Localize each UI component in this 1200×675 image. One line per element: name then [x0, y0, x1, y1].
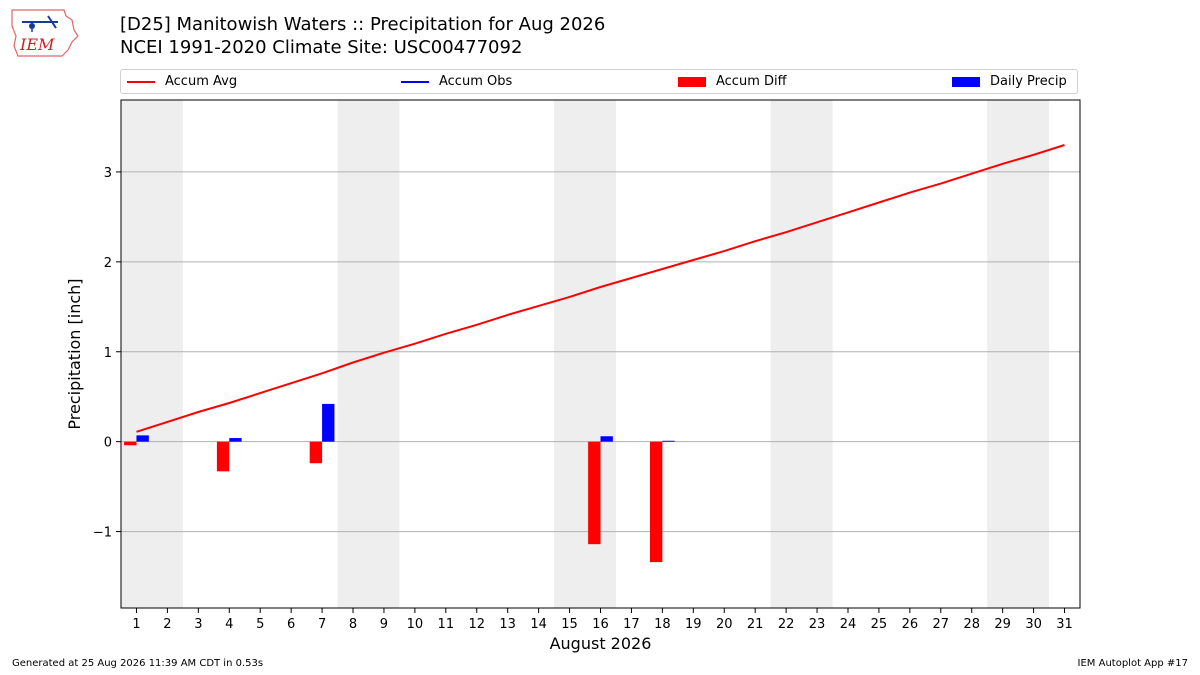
x-tick-label-31: 31	[1056, 617, 1073, 632]
accum-diff-bar-day-16	[588, 441, 601, 545]
legend-label-daily-precip: Daily Precip	[990, 74, 1067, 89]
accum-diff-bar-day-7	[309, 441, 323, 464]
weekend-band-1	[337, 100, 400, 608]
y-axis-label: Precipitation [inch]	[65, 278, 84, 429]
weekend-band-2	[554, 100, 616, 608]
legend-item-accum-diff: Accum Diff	[678, 70, 787, 93]
x-tick-label-1: 1	[132, 617, 140, 632]
y-tick-label-1: 1	[104, 346, 112, 361]
x-tick-label-18: 18	[654, 617, 671, 632]
x-tick-label-17: 17	[623, 617, 640, 632]
x-axis-label: August 2026	[550, 634, 652, 653]
x-tick-label-20: 20	[716, 617, 733, 632]
x-tick-label-7: 7	[318, 617, 326, 632]
daily-precip-bar-day-1	[136, 435, 149, 442]
x-tick-label-28: 28	[963, 617, 980, 632]
legend-item-daily-precip: Daily Precip	[952, 70, 1067, 93]
y-tick-label-0: 0	[104, 436, 112, 451]
chart-title: [D25] Manitowish Waters :: Precipitation…	[120, 13, 605, 59]
x-tick-label-11: 11	[438, 617, 455, 632]
x-tick-label-9: 9	[380, 617, 388, 632]
accum-diff-bar-day-1	[124, 441, 137, 446]
daily-precip-bar-day-18	[662, 440, 675, 442]
x-tick-label-12: 12	[468, 617, 485, 632]
x-tick-label-29: 29	[994, 617, 1011, 632]
daily-precip-bar-day-16	[600, 436, 613, 442]
x-tick-label-2: 2	[163, 617, 171, 632]
x-tick-label-13: 13	[499, 617, 516, 632]
legend-swatch-accum-obs	[401, 80, 429, 83]
y-tick-label--1: −1	[93, 526, 112, 541]
x-tick-label-10: 10	[407, 617, 424, 632]
x-tick-label-25: 25	[871, 617, 888, 632]
x-tick-label-26: 26	[902, 617, 919, 632]
legend-label-accum-obs: Accum Obs	[439, 74, 513, 89]
x-tick-label-6: 6	[287, 617, 295, 632]
weekend-band-4	[987, 100, 1050, 608]
title-line-2: NCEI 1991-2020 Climate Site: USC00477092	[120, 37, 523, 58]
footer-generated: Generated at 25 Aug 2026 11:39 AM CDT in…	[12, 658, 264, 669]
legend-swatch-accum-diff	[678, 76, 706, 87]
x-tick-label-14: 14	[530, 617, 547, 632]
x-tick-label-21: 21	[747, 617, 764, 632]
legend: Accum Avg Accum Obs Accum Diff Daily Pre…	[120, 69, 1078, 94]
legend-label-accum-diff: Accum Diff	[716, 74, 787, 89]
x-tick-label-8: 8	[349, 617, 357, 632]
logo-text: IEM	[19, 35, 55, 54]
accum-diff-bar-day-18	[649, 441, 663, 563]
x-tick-label-27: 27	[933, 617, 950, 632]
bars	[124, 403, 675, 563]
x-tick-label-22: 22	[778, 617, 795, 632]
x-tick-label-5: 5	[256, 617, 264, 632]
x-tick-label-19: 19	[685, 617, 702, 632]
footer-app: IEM Autoplot App #17	[1077, 658, 1188, 669]
weekend-band-0	[121, 100, 183, 608]
y-tick-label-2: 2	[104, 256, 112, 271]
y-tick-label-3: 3	[104, 166, 112, 181]
x-tick-label-4: 4	[225, 617, 233, 632]
weekend-shading	[121, 100, 1050, 608]
x-tick-label-16: 16	[592, 617, 609, 632]
legend-swatch-daily-precip	[952, 76, 980, 87]
legend-label-accum-avg: Accum Avg	[165, 74, 238, 89]
x-tick-label-24: 24	[840, 617, 857, 632]
legend-swatch-accum-avg	[127, 80, 155, 83]
x-tick-label-30: 30	[1025, 617, 1042, 632]
title-line-1: [D25] Manitowish Waters :: Precipitation…	[120, 14, 606, 35]
x-tick-label-3: 3	[194, 617, 202, 632]
accum-diff-bar-day-4	[216, 441, 230, 472]
legend-item-accum-avg: Accum Avg	[127, 70, 237, 93]
lines	[136, 144, 1065, 433]
daily-precip-bar-day-7	[322, 403, 335, 442]
accum-avg-line	[136, 144, 1065, 433]
daily-precip-bar-day-4	[229, 438, 242, 442]
x-tick-label-23: 23	[809, 617, 826, 632]
iem-logo: IEM	[11, 9, 79, 57]
weekend-band-3	[770, 100, 833, 608]
legend-item-accum-obs: Accum Obs	[401, 70, 512, 93]
x-tick-label-15: 15	[561, 617, 578, 632]
